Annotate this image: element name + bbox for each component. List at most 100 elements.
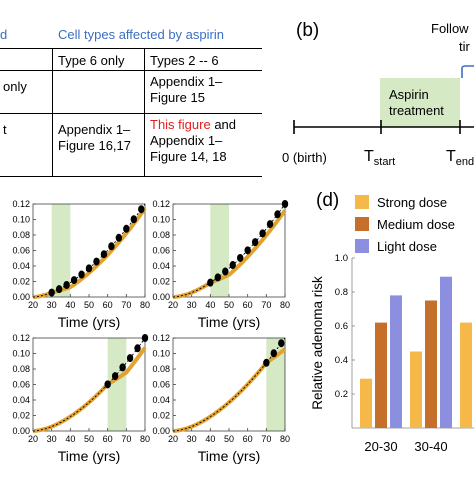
x-tick-label: 70: [121, 434, 131, 444]
bar-30-40-3: [440, 277, 452, 428]
x-tick-label: 40: [205, 300, 215, 310]
y-tick-label: 1.0: [335, 253, 348, 264]
y-tick-label: 0.08: [12, 364, 30, 374]
data-point: [230, 261, 236, 269]
legend-label: Strong dose: [377, 195, 447, 210]
data-point: [78, 271, 84, 279]
x-tick-label: 60: [243, 300, 253, 310]
y-tick-label: 0.02: [12, 277, 30, 287]
y-tick-label: 0.12: [12, 199, 30, 209]
data-point: [267, 220, 273, 228]
y-tick-label: 0.6: [335, 321, 348, 332]
y-tick-label: 0.12: [152, 199, 170, 209]
x-tick-label: 50: [224, 434, 234, 444]
bar-40-1: [460, 323, 472, 428]
x-tick-label: 70: [261, 300, 271, 310]
x-axis-label: Time (yrs): [198, 448, 260, 464]
x-tick-label: 20: [168, 300, 178, 310]
data-point: [93, 258, 99, 266]
data-point: [222, 268, 228, 276]
y-tick-label: 0.10: [12, 215, 30, 225]
y-tick-label: 0.10: [12, 349, 30, 359]
y-tick-label: 0.08: [152, 230, 170, 240]
y-tick-label: 0.10: [152, 215, 170, 225]
data-point: [116, 234, 122, 242]
tend-T: T: [446, 148, 456, 165]
treated-curve: [33, 209, 145, 298]
y-tick-label: 0.04: [12, 261, 30, 271]
x-tick-label: 30: [187, 434, 197, 444]
x-tick-label: 60: [243, 434, 253, 444]
tstart-sub: start: [374, 156, 395, 168]
x-tick-label: 80: [280, 434, 290, 444]
data-point: [263, 359, 269, 367]
data-point: [131, 215, 137, 223]
y-tick-label: 0.04: [152, 261, 170, 271]
tstart-T: T: [364, 148, 374, 165]
x-category-label: 20-30: [364, 439, 397, 454]
bar-20-30-2: [375, 323, 387, 428]
legend-item-1: Strong dose: [355, 195, 447, 211]
y-tick-label: 0.06: [152, 246, 170, 256]
data-point: [48, 289, 54, 297]
legend-item-2: Medium dose: [355, 217, 455, 233]
legend-swatch: [355, 195, 369, 209]
x-tick-label: 50: [84, 300, 94, 310]
data-point: [101, 250, 107, 258]
plot-frame: [33, 338, 145, 431]
x-tick-label: 20: [168, 434, 178, 444]
y-tick-label: 0.06: [152, 380, 170, 390]
timeline-axis: [0, 0, 474, 180]
y-tick-label: 0.8: [335, 287, 348, 298]
data-point: [237, 254, 243, 262]
x-tick-label: 20: [28, 434, 38, 444]
y-tick-label: 0.04: [152, 395, 170, 405]
y-tick-label: 0.02: [12, 411, 30, 421]
data-point: [252, 238, 258, 246]
bar-30-40-1: [410, 352, 422, 429]
x-tick-label: 80: [280, 300, 290, 310]
x-tick-label: 30: [47, 434, 57, 444]
x-tick-label: 30: [47, 300, 57, 310]
data-point: [123, 225, 129, 233]
x-tick-label: 70: [121, 300, 131, 310]
data-point: [271, 349, 277, 357]
x-tick-label: 60: [103, 300, 113, 310]
data-point: [112, 372, 118, 380]
x-tick-label: 20: [28, 300, 38, 310]
x-tick-label: 40: [65, 434, 75, 444]
x-tick-label: 30: [187, 300, 197, 310]
bar-30-40-2: [425, 301, 437, 429]
y-tick-label: 0.04: [12, 395, 30, 405]
y-tick-label: 0.08: [12, 230, 30, 240]
x-axis-label: Time (yrs): [58, 448, 120, 464]
untreated-curve: [33, 204, 145, 297]
y-tick-label: 0.12: [152, 333, 170, 343]
x-tick-label: 50: [224, 300, 234, 310]
x-category-label: 30-40: [414, 439, 447, 454]
untreated-curve: [33, 338, 145, 431]
data-point: [244, 246, 250, 254]
x-tick-label: 40: [65, 300, 75, 310]
x-tick-label: 70: [261, 434, 271, 444]
data-point: [274, 210, 280, 218]
birth-label: 0 (birth): [282, 150, 327, 165]
data-point: [119, 363, 125, 371]
data-point: [63, 281, 69, 289]
y-tick-label: 0.10: [152, 349, 170, 359]
data-point: [278, 339, 284, 347]
data-point: [108, 242, 114, 250]
data-point: [259, 229, 265, 237]
x-tick-label: 60: [103, 434, 113, 444]
legend-label: Medium dose: [377, 217, 455, 232]
y-tick-label: 0.02: [152, 277, 170, 287]
panel-d-label: (d): [316, 190, 339, 212]
data-point: [71, 276, 77, 284]
y-tick-label: 0.06: [12, 246, 30, 256]
data-point: [86, 264, 92, 272]
data-point: [56, 285, 62, 293]
